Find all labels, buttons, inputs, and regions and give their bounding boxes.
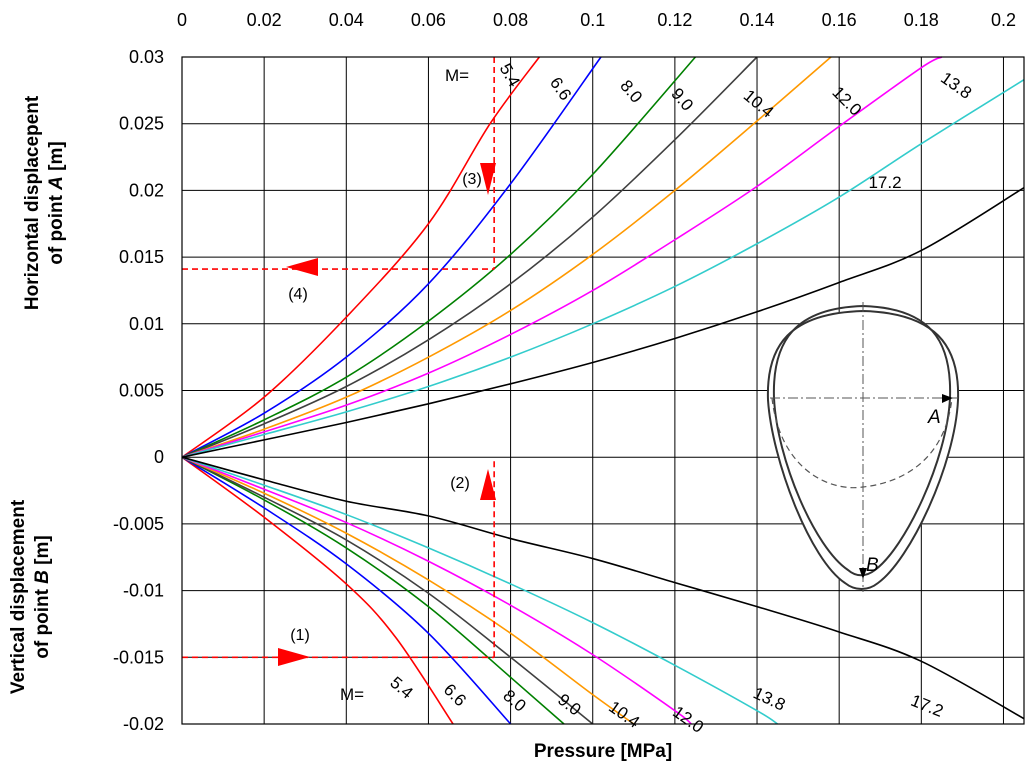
curve-horizontal-A-m9.0 [181,56,758,458]
curve-vertical-B-m5.4 [181,456,454,725]
curve-vertical-B-m6.6 [181,456,512,725]
point-a-arrow [942,394,953,403]
x-tick-label: 0 [177,10,187,30]
curve-label-top: 9.0 [667,84,697,114]
procedure-step-label: (2) [450,475,470,492]
m-label-top: M= [445,66,469,85]
curve-label-bottom: 6.6 [440,680,470,710]
y-tick-label: -0.015 [113,647,164,667]
y-axis-title-top-prefix: of point [46,190,67,265]
y-axis-title-bottom-point: B [32,570,53,584]
plot-frame [181,56,1025,725]
curve-vertical-B-m10.4 [181,456,635,725]
curves [181,56,1025,725]
x-tick-label: 0.1 [580,10,605,30]
curve-horizontal-A-m13.8 [181,79,1025,458]
procedure-arrow-4 [286,258,318,276]
curve-label-top: 5.4 [496,60,524,90]
x-tick-label: 0.18 [904,10,939,30]
x-tick-label: 0.04 [329,10,364,30]
curve-horizontal-A-m12.0 [181,56,943,458]
y-axis-title-bottom-prefix: of point [32,584,53,659]
y-tick-label: 0.02 [129,180,164,200]
curve-label-top: 13.8 [937,68,975,103]
curve-vertical-B-m9.0 [181,456,594,725]
curve-vertical-B-m13.8 [181,456,779,725]
procedure-step-label: (1) [290,627,310,644]
curve-label-bottom: 17.2 [908,691,946,721]
x-tick-label: 0.12 [657,10,692,30]
section-inner-shape [772,304,952,577]
point-b-label: B [866,555,879,576]
procedure-arrow-3 [480,163,496,195]
y-axis-title-top-line2: of point A [m] [46,141,67,264]
x-tick-label: 0.06 [411,10,446,30]
curve-horizontal-A-m5.4 [181,56,540,458]
y-tick-label: 0.025 [119,114,164,134]
curve-horizontal-A-m10.4 [181,56,832,458]
procedure-step-label: (4) [288,286,308,303]
x-tick-label: 0.14 [740,10,775,30]
y-tick-label: 0.005 [119,381,164,401]
y-axis-title-top-unit: [m] [46,141,67,176]
procedure-arrow-1 [278,648,310,666]
curve-label-top: 12.0 [828,83,865,120]
procedure-arrows: (1) (2) (3) (4) [182,57,496,666]
y-tick-label: -0.005 [113,514,164,534]
curve-label-bottom: 9.0 [554,690,584,720]
y-tick-label: -0.02 [123,714,164,734]
curve-label-top: 17.2 [868,173,901,192]
curve-vertical-B-m17.2 [181,456,1025,720]
x-tick-label: 0.02 [247,10,282,30]
curve-vertical-B-m12.0 [181,456,692,725]
point-a-label: A [927,407,941,428]
y-axis-title-top-point: A [46,176,67,191]
cross-section-inset: AB [766,302,960,592]
curve-label-top: 8.0 [616,76,646,106]
y-tick-label: 0.01 [129,314,164,334]
procedure-step-label: (3) [462,171,482,188]
curve-label-bottom: 10.4 [605,697,643,732]
curve-horizontal-A-m17.2 [181,187,1025,458]
curve-horizontal-A-m6.6 [181,56,602,458]
procedure-arrow-2 [480,469,496,500]
y-tick-label: 0.03 [129,47,164,67]
m-label-bottom: M= [340,685,364,704]
curve-label-top: 10.4 [740,86,778,122]
y-tick-label: 0 [154,447,164,467]
curve-horizontal-A-m8.0 [181,56,697,458]
curve-label-bottom: 5.4 [386,673,416,703]
x-tick-label: 0.08 [493,10,528,30]
x-axis-title: Pressure [MPa] [534,741,672,762]
x-tick-label: 0.16 [822,10,857,30]
y-axis-title-bottom: Vertical displacement [8,499,29,694]
y-axis-title-bottom-unit: [m] [32,535,53,570]
y-axis-title-bottom-line2: of point B [m] [32,535,53,658]
curve-vertical-B-m8.0 [181,456,565,725]
y-tick-label: -0.01 [123,581,164,601]
y-axis-title-top: Horizontal displacepent [22,95,43,310]
point-b-arrow [859,568,867,579]
tick-labels: 0 0.02 0.04 0.06 0.08 0.1 0.12 0.14 0.16 0.18 0.2 0… [113,10,1016,734]
y-tick-label: 0.015 [119,247,164,267]
x-tick-label: 0.2 [991,10,1016,30]
